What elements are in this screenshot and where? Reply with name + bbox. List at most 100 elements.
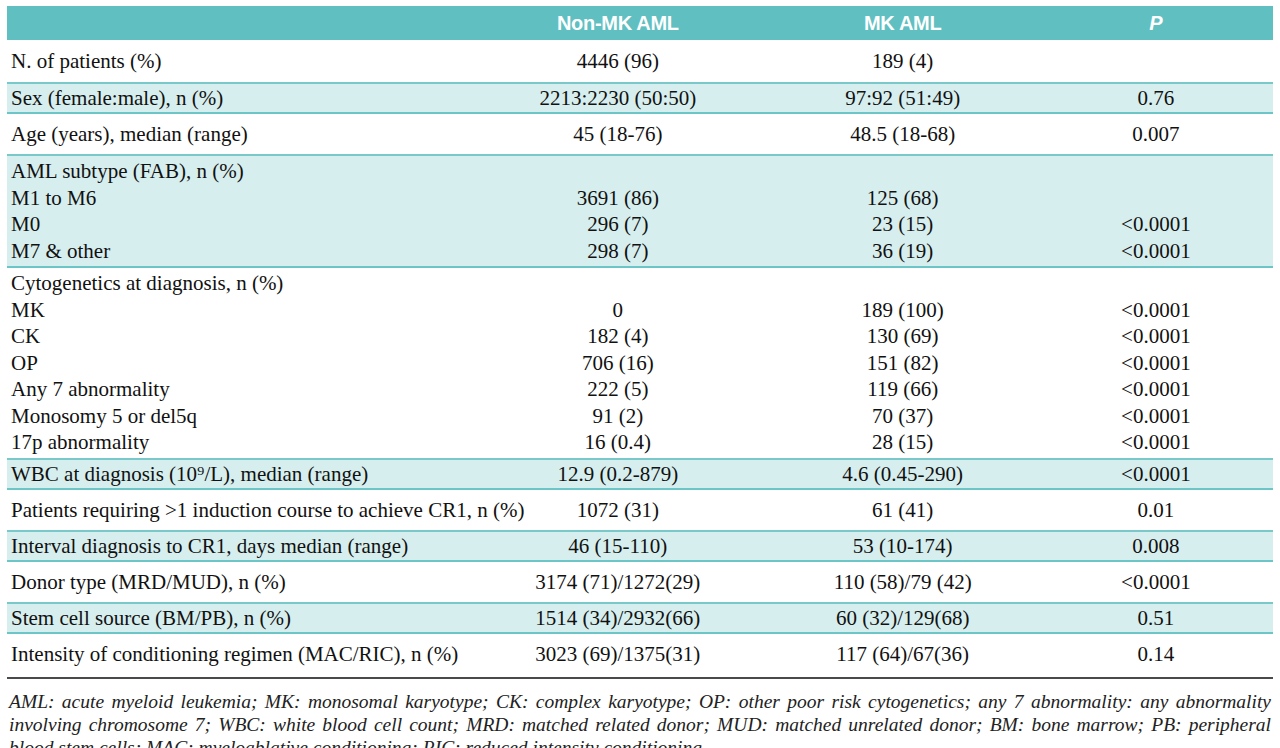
non-mk-value: 3174 (71)/1272(29): [469, 569, 767, 595]
mk-value: 23 (15): [767, 211, 1039, 238]
mk-value: 117 (64)/67(36): [767, 641, 1039, 667]
table-row: Age (years), median (range)45 (18-76)48.…: [7, 121, 1273, 147]
row-label: Age (years), median (range): [7, 121, 469, 147]
non-mk-value: 1072 (31): [469, 497, 767, 523]
table-row: Sex (female:male), n (%)2213:2230 (50:50…: [7, 85, 1273, 111]
row-label: N. of patients (%): [7, 48, 469, 74]
table-bottom-rule: [7, 677, 1273, 679]
table-row: M1 to M63691 (86)125 (68): [7, 185, 1273, 212]
non-mk-value: 3691 (86): [469, 185, 767, 212]
table-section: Cytogenetics at diagnosis, n (%)MK0189 (…: [7, 268, 1273, 458]
mk-value: 97:92 (51:49): [767, 85, 1039, 111]
mk-value: [767, 270, 1039, 297]
mk-value: 110 (58)/79 (42): [767, 569, 1039, 595]
p-value: <0.0001: [1039, 238, 1273, 265]
p-value: [1039, 48, 1273, 74]
row-label: MK: [7, 297, 469, 324]
p-value: <0.0001: [1039, 211, 1273, 238]
non-mk-value: 12.9 (0.2-879): [469, 461, 767, 487]
non-mk-value: [469, 270, 767, 297]
mk-value: 130 (69): [767, 323, 1039, 350]
table-row: 17p abnormality16 (0.4)28 (15)<0.0001: [7, 429, 1273, 456]
table-row: WBC at diagnosis (10⁹/L), median (range)…: [7, 461, 1273, 487]
table-section: Sex (female:male), n (%)2213:2230 (50:50…: [7, 82, 1273, 114]
row-label: Patients requiring >1 induction course t…: [7, 497, 469, 523]
row-label: M7 & other: [7, 238, 469, 265]
table-row: M0296 (7)23 (15)<0.0001: [7, 211, 1273, 238]
patient-characteristics-table-page: Non-MK AML MK AML P N. of patients (%)44…: [7, 6, 1273, 748]
p-value: 0.008: [1039, 533, 1273, 559]
table-row: N. of patients (%)4446 (96)189 (4): [7, 48, 1273, 74]
table-row: AML subtype (FAB), n (%): [7, 158, 1273, 185]
table-row: Patients requiring >1 induction course t…: [7, 497, 1273, 523]
table-row: Interval diagnosis to CR1, days median (…: [7, 533, 1273, 559]
non-mk-value: 706 (16): [469, 350, 767, 377]
table-row: Donor type (MRD/MUD), n (%)3174 (71)/127…: [7, 569, 1273, 595]
mk-value: 60 (32)/129(68): [767, 605, 1039, 631]
row-label: M0: [7, 211, 469, 238]
p-value: <0.0001: [1039, 376, 1273, 403]
header-mk-aml: MK AML: [767, 12, 1039, 35]
mk-value: 28 (15): [767, 429, 1039, 456]
p-value: [1039, 185, 1273, 212]
table-row: MK0189 (100)<0.0001: [7, 297, 1273, 324]
row-label: CK: [7, 323, 469, 350]
table-row: OP706 (16)151 (82)<0.0001: [7, 350, 1273, 377]
p-value: <0.0001: [1039, 350, 1273, 377]
row-label: Interval diagnosis to CR1, days median (…: [7, 533, 469, 559]
p-value: <0.0001: [1039, 429, 1273, 456]
non-mk-value: 4446 (96): [469, 48, 767, 74]
non-mk-value: 298 (7): [469, 238, 767, 265]
mk-value: 53 (10-174): [767, 533, 1039, 559]
mk-value: 4.6 (0.45-290): [767, 461, 1039, 487]
table-row: Intensity of conditioning regimen (MAC/R…: [7, 641, 1273, 667]
row-label: Cytogenetics at diagnosis, n (%): [7, 270, 469, 297]
p-value: 0.51: [1039, 605, 1273, 631]
table-section: Interval diagnosis to CR1, days median (…: [7, 530, 1273, 562]
table-header-row: Non-MK AML MK AML P: [7, 6, 1273, 40]
p-value: <0.0001: [1039, 569, 1273, 595]
row-label: Any 7 abnormality: [7, 376, 469, 403]
row-label: Sex (female:male), n (%): [7, 85, 469, 111]
non-mk-value: 2213:2230 (50:50): [469, 85, 767, 111]
table-row: CK182 (4)130 (69)<0.0001: [7, 323, 1273, 350]
header-non-mk-aml: Non-MK AML: [469, 12, 767, 35]
p-value: [1039, 158, 1273, 185]
mk-value: 189 (100): [767, 297, 1039, 324]
table-section: Age (years), median (range)45 (18-76)48.…: [7, 114, 1273, 154]
non-mk-value: [469, 158, 767, 185]
row-label: 17p abnormality: [7, 429, 469, 456]
p-value: 0.007: [1039, 121, 1273, 147]
mk-value: [767, 158, 1039, 185]
table-row: Monosomy 5 or del5q91 (2)70 (37)<0.0001: [7, 403, 1273, 430]
table-section: Donor type (MRD/MUD), n (%)3174 (71)/127…: [7, 562, 1273, 602]
mk-value: 61 (41): [767, 497, 1039, 523]
p-value: 0.14: [1039, 641, 1273, 667]
table-row: M7 & other298 (7)36 (19)<0.0001: [7, 238, 1273, 265]
table-section: Patients requiring >1 induction course t…: [7, 490, 1273, 530]
p-value: 0.76: [1039, 85, 1273, 111]
non-mk-value: 296 (7): [469, 211, 767, 238]
mk-value: 119 (66): [767, 376, 1039, 403]
row-label: OP: [7, 350, 469, 377]
mk-value: 36 (19): [767, 238, 1039, 265]
row-label: WBC at diagnosis (10⁹/L), median (range): [7, 461, 469, 487]
mk-value: 48.5 (18-68): [767, 121, 1039, 147]
row-label: AML subtype (FAB), n (%): [7, 158, 469, 185]
table-section: N. of patients (%)4446 (96)189 (4): [7, 40, 1273, 82]
mk-value: 189 (4): [767, 48, 1039, 74]
row-label: Intensity of conditioning regimen (MAC/R…: [7, 641, 469, 667]
non-mk-value: 45 (18-76): [469, 121, 767, 147]
table-row: Stem cell source (BM/PB), n (%)1514 (34)…: [7, 605, 1273, 631]
header-p-value: P: [1039, 12, 1273, 35]
p-value: <0.0001: [1039, 461, 1273, 487]
table-section: WBC at diagnosis (10⁹/L), median (range)…: [7, 458, 1273, 490]
p-value: [1039, 270, 1273, 297]
row-label: Donor type (MRD/MUD), n (%): [7, 569, 469, 595]
non-mk-value: 1514 (34)/2932(66): [469, 605, 767, 631]
table-row: Any 7 abnormality222 (5)119 (66)<0.0001: [7, 376, 1273, 403]
row-label: Monosomy 5 or del5q: [7, 403, 469, 430]
p-value: <0.0001: [1039, 297, 1273, 324]
table-section: AML subtype (FAB), n (%)M1 to M63691 (86…: [7, 154, 1273, 268]
non-mk-value: 91 (2): [469, 403, 767, 430]
